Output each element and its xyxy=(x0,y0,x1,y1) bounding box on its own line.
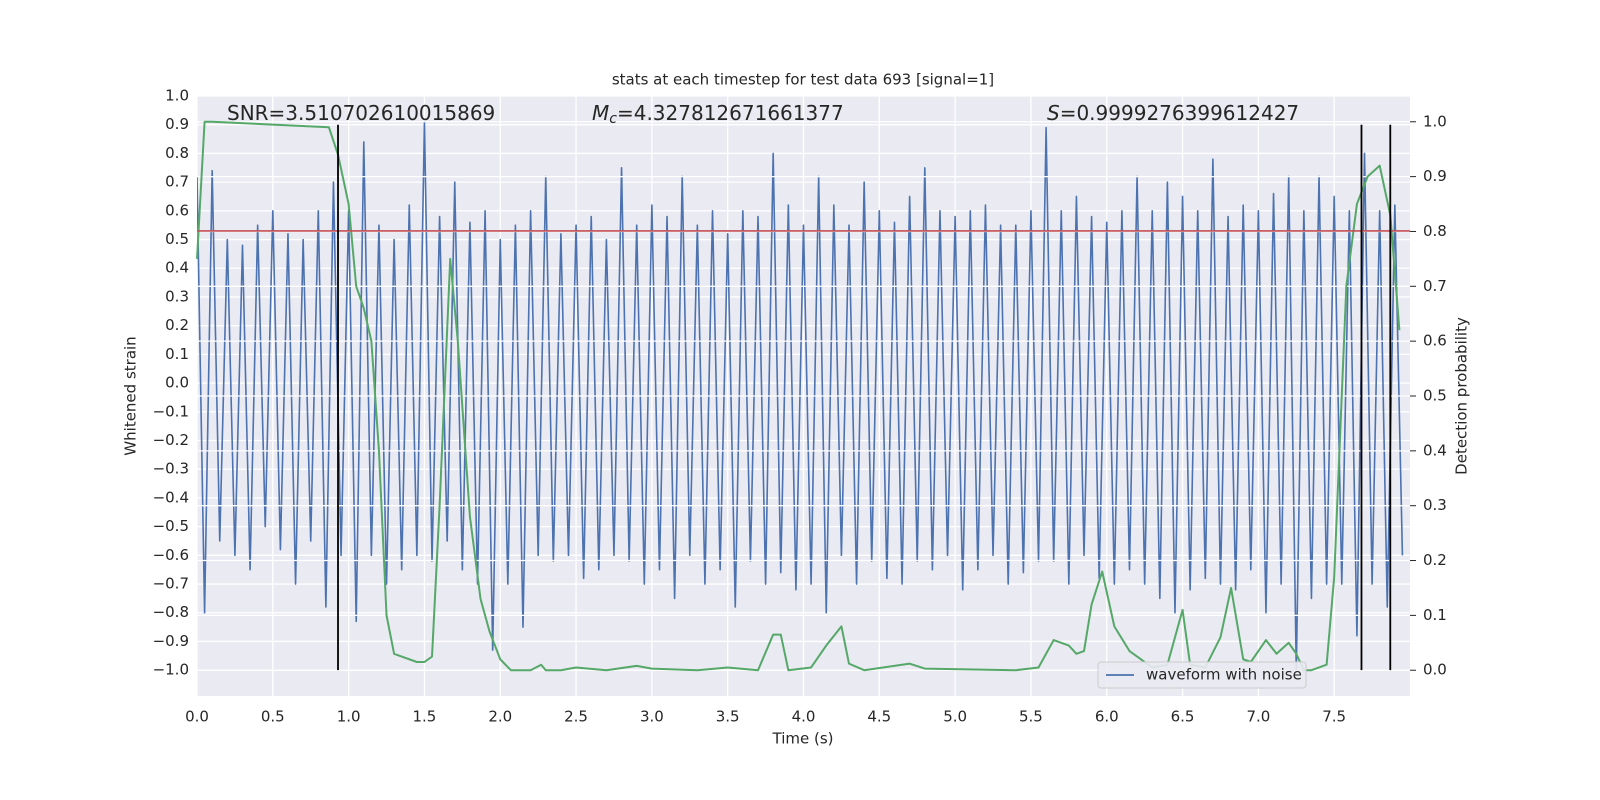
y-tick-label: 0.2 xyxy=(165,316,189,334)
y-tick-label: 0.6 xyxy=(165,201,189,219)
x-tick-label: 2.5 xyxy=(564,708,588,726)
y2-tick-label: 0.5 xyxy=(1423,387,1447,405)
y-tick-label: −0.5 xyxy=(153,517,189,535)
y-tick-label: −0.3 xyxy=(153,460,189,478)
chart-title: stats at each timestep for test data 693… xyxy=(612,71,994,89)
y-tick-label: 0.7 xyxy=(165,173,189,191)
y-tick-label: 0.4 xyxy=(165,259,189,277)
x-tick-label: 4.5 xyxy=(867,708,891,726)
annotation-text: =4.327812671661377 xyxy=(617,101,844,125)
annotation: Mc=4.327812671661377 xyxy=(592,101,844,128)
y-tick-label: −0.2 xyxy=(153,431,189,449)
y-tick-label: −0.7 xyxy=(153,575,189,593)
y-tick-label: 0.8 xyxy=(165,144,189,162)
x-tick-label: 0.0 xyxy=(185,708,209,726)
x-tick-label: 7.0 xyxy=(1246,708,1270,726)
annotation: S=0.9999276399612427 xyxy=(1047,101,1299,125)
y-tick-label: −0.8 xyxy=(153,603,189,621)
annotation-text: =0.9999276399612427 xyxy=(1060,101,1299,125)
annotation: SNR=3.510702610015869 xyxy=(227,101,495,125)
y-tick-label: −0.4 xyxy=(153,488,189,506)
x-axis-label: Time (s) xyxy=(772,730,834,748)
annotation-symbol: S xyxy=(1047,101,1060,125)
y-tick-label: −0.6 xyxy=(153,546,189,564)
annotation-subscript: c xyxy=(609,111,617,127)
legend-label: waveform with noise xyxy=(1146,666,1302,684)
x-tick-label: 0.5 xyxy=(261,708,285,726)
y2-tick-label: 1.0 xyxy=(1423,112,1447,130)
annotation-symbol: M xyxy=(592,101,609,125)
y-tick-label: 0.0 xyxy=(165,374,189,392)
y2-tick-label: 0.6 xyxy=(1423,332,1447,350)
x-tick-label: 7.5 xyxy=(1322,708,1346,726)
y-tick-label: −0.1 xyxy=(153,402,189,420)
y2-tick-label: 0.0 xyxy=(1423,661,1447,679)
overlay: 0.0 0.5 1.0 1.5 2.0 2.5 3.0 3.5 4.0 4.5 5.0 5.5 6.0 6… xyxy=(153,87,1447,726)
y2-tick-label: 0.1 xyxy=(1423,606,1447,624)
x-tick-label: 3.5 xyxy=(716,708,740,726)
y-tick-label: 0.5 xyxy=(165,230,189,248)
x-tick-label: 2.0 xyxy=(488,708,512,726)
probability-line xyxy=(196,120,1401,672)
x-tick-label: 3.0 xyxy=(640,708,664,726)
y-tick-label: −1.0 xyxy=(153,661,189,679)
y2-tick-label: 0.3 xyxy=(1423,496,1447,514)
y2-tick-label: 0.7 xyxy=(1423,277,1447,295)
y-tick-label: 0.9 xyxy=(165,115,189,133)
y2-tick-label: 0.8 xyxy=(1423,222,1447,240)
y-tick-label: 0.1 xyxy=(165,345,189,363)
x-tick-label: 6.0 xyxy=(1095,708,1119,726)
y2-tick-label: 0.4 xyxy=(1423,441,1447,459)
x-tick-label: 6.5 xyxy=(1171,708,1195,726)
y-tick-label: 0.3 xyxy=(165,287,189,305)
x-tick-label: 4.0 xyxy=(792,708,816,726)
data-layer xyxy=(197,121,1404,671)
x-tick-label: 5.5 xyxy=(1019,708,1043,726)
y-axis-label: Whitened strain xyxy=(122,336,140,455)
y2-tick-label: 0.9 xyxy=(1423,167,1447,185)
x-tick-label: 1.0 xyxy=(337,708,361,726)
x-tick-label: 5.0 xyxy=(943,708,967,726)
y-tick-label: 1.0 xyxy=(165,87,189,105)
annotation-text: SNR=3.510702610015869 xyxy=(227,101,495,125)
waveform-line xyxy=(197,121,1404,671)
y-tick-label: −0.9 xyxy=(153,632,189,650)
y2-tick-label: 0.2 xyxy=(1423,551,1447,569)
y2-axis-label: Detection probability xyxy=(1453,317,1471,475)
x-tick-label: 1.5 xyxy=(413,708,437,726)
legend-box xyxy=(1097,661,1307,689)
